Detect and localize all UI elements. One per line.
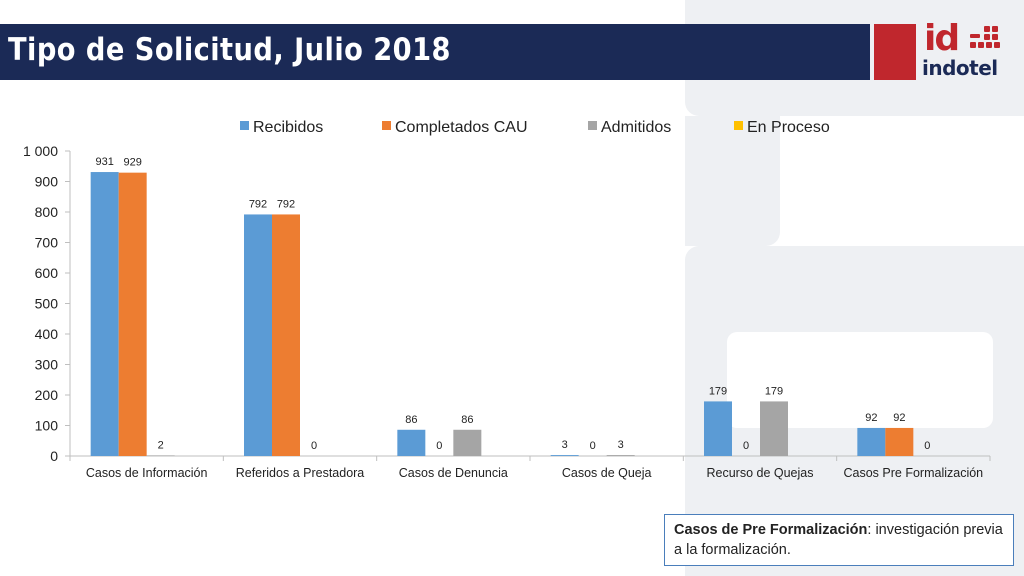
- y-tick-label: 0: [50, 448, 58, 464]
- data-label: 0: [311, 440, 317, 452]
- data-label: 92: [893, 412, 905, 424]
- legend-label: Completados CAU: [395, 119, 528, 136]
- y-axis: 0 100 200 300 400 500 600 700 800 900 1 000: [23, 143, 71, 464]
- bar: [272, 214, 300, 456]
- data-label: 929: [123, 157, 141, 169]
- bar: [118, 172, 147, 456]
- x-tick-label: Recurso de Quejas: [706, 466, 813, 480]
- definition-note: Casos de Pre Formalización: investigació…: [664, 514, 1014, 566]
- y-tick-label: 700: [35, 235, 59, 251]
- data-label: 86: [461, 414, 473, 426]
- data-label: 3: [562, 439, 568, 451]
- x-tick-label: Casos de Información: [86, 466, 208, 480]
- legend-swatch: [588, 121, 597, 130]
- x-axis: Casos de Información Referidos a Prestado…: [69, 455, 991, 480]
- data-label: 0: [743, 440, 749, 452]
- bar: [885, 427, 914, 456]
- bar: [704, 401, 732, 456]
- logo-mark: id: [924, 18, 960, 59]
- legend-swatch: [240, 121, 249, 130]
- data-label: 86: [405, 414, 417, 426]
- legend-swatch: [734, 121, 743, 130]
- y-tick-label: 200: [35, 387, 59, 403]
- note-term: Casos de Pre Formalización: [674, 522, 868, 538]
- bar: [397, 429, 426, 456]
- data-label: 0: [924, 440, 930, 452]
- bar: [857, 427, 886, 456]
- logo-grid-icon: [970, 26, 1000, 56]
- bar: [550, 455, 579, 456]
- background-panel-middle: [685, 116, 780, 246]
- y-tick-label: 100: [35, 418, 59, 434]
- y-tick-label: 300: [35, 357, 59, 373]
- y-tick-label: 900: [35, 174, 59, 190]
- data-label: 179: [765, 385, 783, 397]
- data-label: 792: [249, 198, 267, 210]
- legend-label: En Proceso: [747, 119, 830, 136]
- y-tick-label: 500: [35, 296, 59, 312]
- logo-red-block: [874, 24, 916, 80]
- legend-swatch: [382, 121, 391, 130]
- bar: [90, 172, 119, 457]
- x-tick-label: Referidos a Prestadora: [236, 466, 365, 480]
- bars: [90, 172, 914, 457]
- data-label: 2: [158, 439, 164, 451]
- bar: [760, 401, 788, 456]
- note-text: : investigación previa a la formalizació…: [674, 522, 1003, 558]
- bar: [146, 455, 175, 456]
- logo-wordmark: indotel: [922, 56, 998, 80]
- data-labels: 931 792 86 3 179 92 929 792 0 0 0 92 2 0 86 3 179 0: [95, 156, 930, 452]
- title-bar: Tipo de Solicitud, Julio 2018: [0, 24, 870, 80]
- legend-label: Recibidos: [253, 119, 323, 136]
- y-tick-label: 600: [35, 265, 59, 281]
- y-tick-label: 1 000: [23, 143, 58, 159]
- indotel-logo: id indotel: [922, 18, 1002, 84]
- bar: [453, 429, 482, 456]
- data-label: 0: [436, 440, 442, 452]
- x-tick-label: Casos de Denuncia: [399, 466, 508, 480]
- data-label: 792: [277, 198, 295, 210]
- bar: [606, 455, 635, 456]
- data-label: 0: [590, 440, 596, 452]
- bar: [244, 214, 272, 456]
- y-tick-label: 400: [35, 326, 59, 342]
- y-tick-label: 800: [35, 204, 59, 220]
- x-tick-label: Casos de Queja: [562, 466, 652, 480]
- data-label: 92: [865, 412, 877, 424]
- data-label: 179: [709, 385, 727, 397]
- chart-legend: Recibidos Completados CAU Admitidos En Proc…: [240, 119, 830, 136]
- x-tick-label: Casos Pre Formalización: [844, 466, 984, 480]
- data-label: 931: [95, 156, 113, 168]
- data-label: 3: [618, 439, 624, 451]
- legend-label: Admitidos: [601, 119, 671, 136]
- page-title: Tipo de Solicitud, Julio 2018: [8, 32, 451, 68]
